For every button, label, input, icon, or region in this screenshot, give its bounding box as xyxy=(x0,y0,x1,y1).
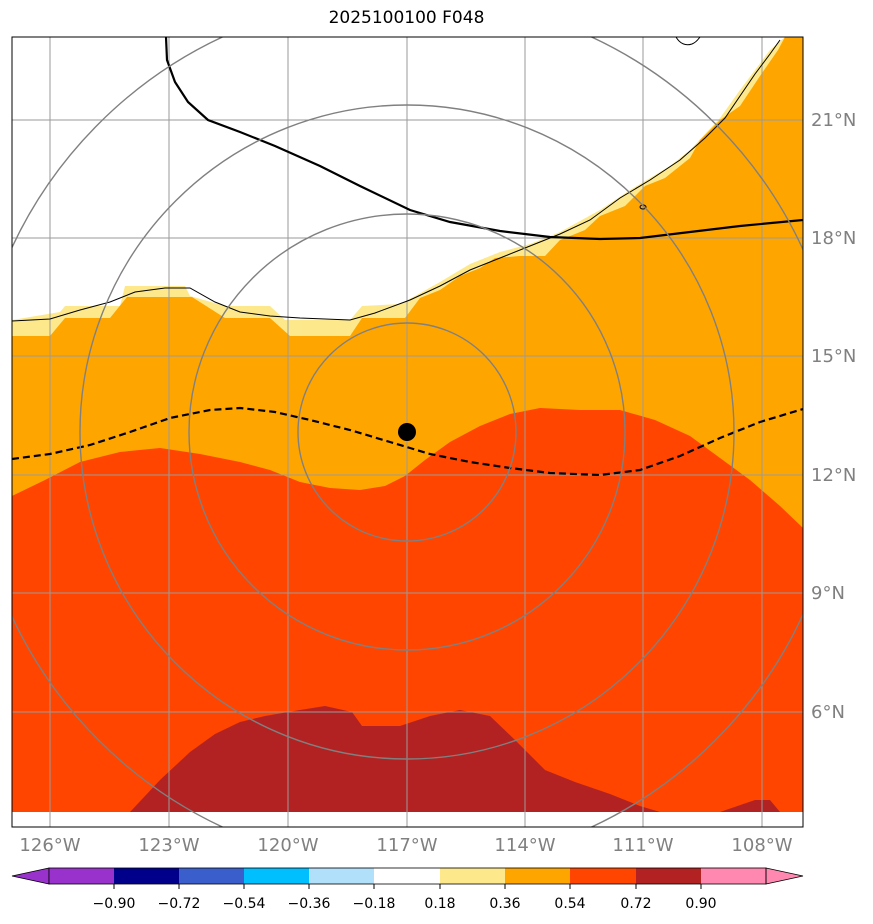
colorbar-tick-label: −0.54 xyxy=(223,896,266,912)
lon-label: 117°W xyxy=(376,835,437,856)
lon-label: 120°W xyxy=(257,835,318,856)
colorbar-segment xyxy=(636,868,701,884)
lon-label: 123°W xyxy=(138,835,199,856)
colorbar-segment xyxy=(309,868,374,884)
storm-center-marker xyxy=(398,423,416,441)
colorbar-segment xyxy=(49,868,114,884)
lon-labels: 126°W 123°W 120°W 117°W 114°W 111°W 108°… xyxy=(19,835,792,856)
map-area xyxy=(12,37,803,827)
map-title: 2025100100 F048 xyxy=(328,8,485,28)
lat-label: 6°N xyxy=(811,702,845,723)
lat-label: 18°N xyxy=(811,228,856,249)
graticule xyxy=(12,37,803,827)
lat-labels: 21°N 18°N 15°N 12°N 9°N 6°N xyxy=(811,110,856,723)
colorbar-segment xyxy=(570,868,636,884)
colorbar-segment xyxy=(374,868,440,884)
colorbar-segment xyxy=(114,868,179,884)
lat-label: 15°N xyxy=(811,346,856,367)
colorbar-outline xyxy=(48,867,767,885)
colorbar-segment xyxy=(701,868,766,884)
colorbar-segment xyxy=(440,868,505,884)
colorbar-tick-label: −0.18 xyxy=(353,896,396,912)
contour-thick xyxy=(164,37,803,241)
lon-label: 114°W xyxy=(494,835,555,856)
colorbar-extend-low xyxy=(11,867,50,885)
range-rings xyxy=(12,37,803,827)
lon-label: 126°W xyxy=(19,835,80,856)
contour-thin-top xyxy=(675,37,701,46)
colorbar-tick-label: −0.72 xyxy=(158,896,201,912)
colorbar-tick-label: −0.90 xyxy=(93,896,136,912)
contour-dashed xyxy=(12,406,803,477)
lon-label: 111°W xyxy=(612,835,673,856)
colorbar: −0.90 −0.72 −0.54 −0.36 −0.18 0.18 0.36 … xyxy=(11,867,804,912)
contour-thin xyxy=(12,39,781,322)
map-frame xyxy=(11,36,804,828)
colorbar-segment xyxy=(244,868,309,884)
colorbar-tick-label: 0.18 xyxy=(424,896,455,912)
lat-label: 12°N xyxy=(811,465,856,486)
colorbar-tick-label: 0.54 xyxy=(554,896,585,912)
lat-label: 9°N xyxy=(811,583,845,604)
lon-label: 108°W xyxy=(731,835,792,856)
colorbar-extend-high xyxy=(765,867,804,885)
colorbar-segment xyxy=(179,868,244,884)
lat-label: 21°N xyxy=(811,110,856,131)
colorbar-tick-label: 0.72 xyxy=(620,896,651,912)
colorbar-segment xyxy=(505,868,570,884)
colorbar-tick-label: 0.90 xyxy=(685,896,716,912)
colorbar-tick-label: 0.36 xyxy=(489,896,520,912)
colorbar-tick-label: −0.36 xyxy=(288,896,331,912)
